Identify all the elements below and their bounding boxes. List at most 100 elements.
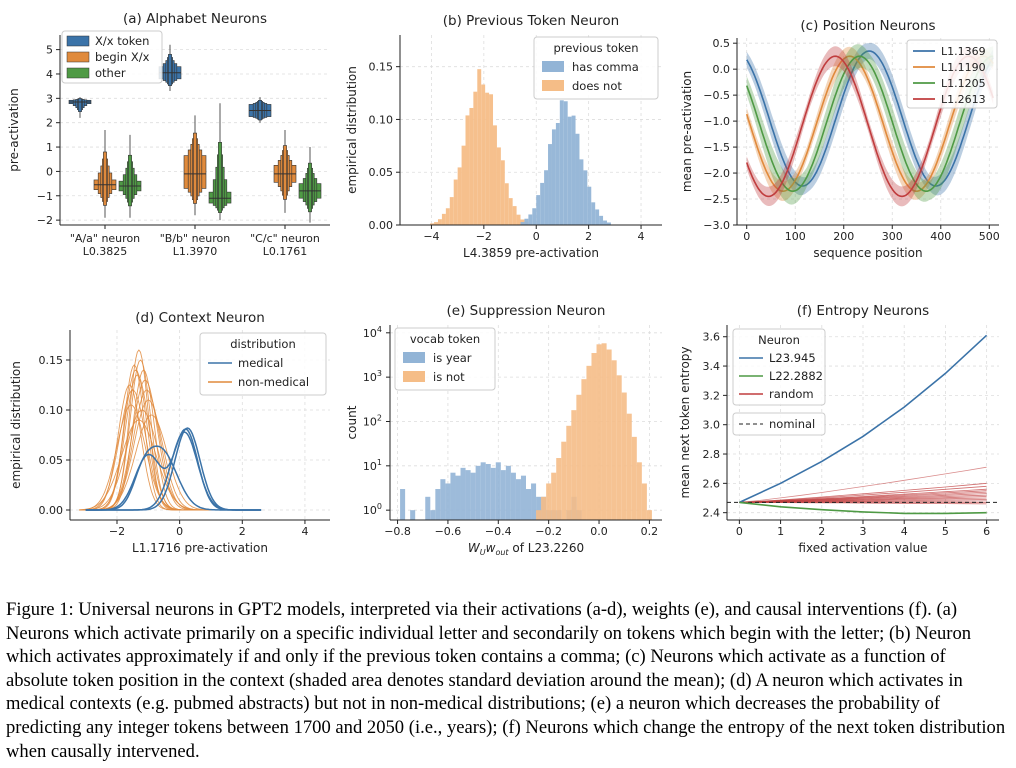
histogram-bar (546, 483, 552, 520)
histogram-bar (636, 462, 642, 520)
non-medical-curve (79, 419, 227, 511)
histogram-bar (445, 483, 451, 520)
histogram-bar (512, 206, 517, 225)
histogram-bar (465, 115, 470, 225)
x-tick-label: 400 (930, 230, 951, 243)
histogram-bar (510, 472, 516, 520)
x-tick-label: 1 (777, 525, 784, 538)
histogram-bar (508, 198, 513, 225)
legend-title: distribution (230, 337, 296, 351)
histogram-bar (548, 144, 552, 225)
x-axis-label: WUwout of L23.2260 (468, 541, 584, 557)
legend-label: L1.1205 (941, 77, 986, 90)
legend-swatch (542, 80, 564, 91)
histogram-bar (616, 375, 622, 520)
y-tick-label: 103 (363, 369, 382, 384)
y-tick-label: 3 (46, 92, 53, 105)
histogram-bar (495, 462, 501, 520)
y-tick-label: 0.10 (369, 113, 394, 126)
histogram-bar (579, 159, 584, 225)
random-neuron-line (739, 466, 987, 503)
x-tick-label: L1.3970 (173, 245, 218, 258)
boxen-2-2 (298, 147, 322, 223)
histogram-bar (400, 489, 406, 520)
histogram-bar (591, 202, 596, 225)
x-tick-label: L0.1761 (263, 245, 308, 258)
y-tick-label: 0.00 (369, 219, 394, 232)
histogram-bar (481, 84, 486, 225)
x-axis-label: fixed activation value (798, 541, 927, 555)
x-axis-label-part: of L23.2260 (509, 541, 585, 555)
histogram-bar (505, 465, 511, 520)
legend-label: is not (433, 370, 465, 384)
x-tick-label: 0 (736, 525, 743, 538)
legend-label: L22.2882 (769, 369, 823, 383)
non-medical-curve (79, 389, 227, 511)
histogram-bar (541, 496, 547, 520)
boxen-box (218, 142, 222, 213)
histogram-bar (536, 510, 542, 520)
histogram-bar (611, 360, 617, 520)
non-medical-curve (79, 389, 227, 511)
histogram-bar (536, 496, 542, 520)
histogram-bar (551, 472, 557, 520)
histogram-bar (606, 349, 612, 520)
histogram-bar (441, 213, 446, 225)
y-axis-label: mean next token entropy (678, 346, 692, 498)
std-band (746, 44, 994, 205)
y-tick-label: 3.2 (703, 389, 721, 402)
panel-title: (c) Position Neurons (800, 18, 935, 34)
x-tick-label: −0.6 (435, 525, 462, 538)
boxen-box (283, 145, 287, 200)
legend-swatch (403, 371, 425, 382)
histogram-bar (561, 441, 567, 520)
boxen-2-0 (118, 134, 142, 218)
histogram-bar (596, 344, 602, 520)
histogram-bar (631, 436, 637, 520)
x-tick-label: −0.2 (535, 525, 562, 538)
histogram-bar (516, 214, 521, 225)
x-axis-label-part: W (468, 541, 481, 555)
histogram-bar (461, 145, 466, 225)
y-tick-label: −3.0 (703, 219, 730, 232)
histogram-bar (567, 116, 572, 225)
boxen-1-0 (93, 130, 117, 218)
y-tick-label: 2.6 (703, 477, 721, 490)
histogram-bar (540, 182, 545, 225)
panel-title: (f) Entropy Neurons (797, 303, 929, 319)
x-tick-label: 5 (942, 525, 949, 538)
legend-label: begin X/x (95, 50, 150, 64)
x-axis-label-part: out (495, 548, 509, 557)
boxen-box (103, 151, 107, 206)
random-neuron-line (739, 502, 987, 505)
x-tick-label: −0.8 (384, 525, 411, 538)
y-tick-label: −1.0 (703, 115, 730, 128)
histogram-bar (528, 214, 533, 225)
legend-frame (906, 39, 998, 109)
histogram-bar (520, 475, 526, 520)
histogram-bar (480, 462, 486, 520)
x-tick-label: 500 (979, 230, 1000, 243)
x-tick-label: 0.2 (641, 525, 659, 538)
boxen-1-2 (273, 130, 297, 213)
histogram-bar (520, 222, 525, 225)
x-tick-label: 4 (301, 525, 308, 538)
histogram-bar (470, 472, 476, 520)
histogram-bar (551, 129, 556, 225)
histogram-bar (571, 115, 576, 225)
histogram-bar (455, 475, 461, 520)
y-axis-label: empirical distribution (9, 361, 23, 489)
x-tick-label: 6 (983, 525, 990, 538)
x-axis-label-part: U (480, 548, 486, 557)
histogram-bar (595, 209, 600, 225)
x-tick-label: 300 (882, 230, 903, 243)
y-tick-exponent: 2 (377, 413, 382, 422)
x-tick-label: −0.4 (485, 525, 512, 538)
boxen-2-1 (208, 103, 232, 221)
legend-label: does not (572, 79, 622, 93)
x-tick-label: −4 (423, 230, 439, 243)
y-tick-label: 0 (46, 165, 53, 178)
